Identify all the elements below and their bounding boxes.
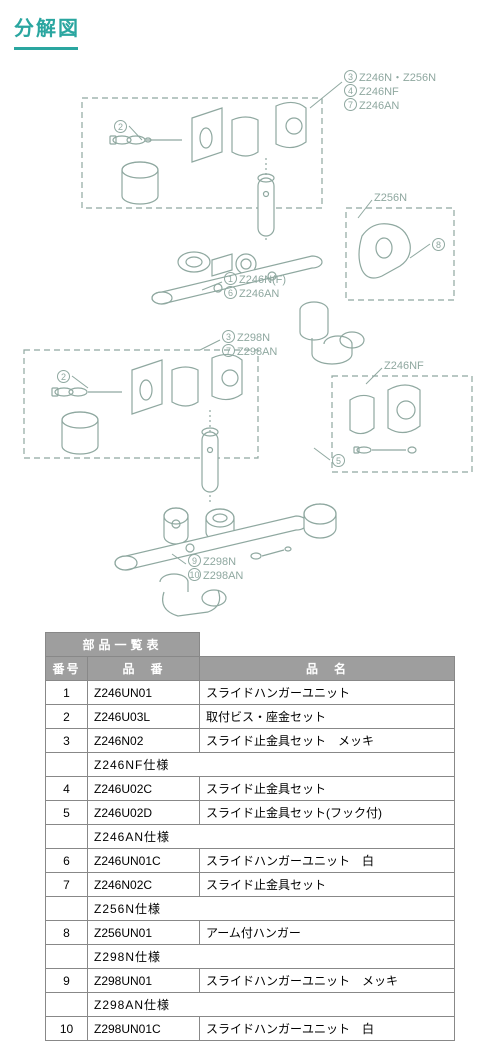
- cell-num: 7: [46, 873, 88, 897]
- callout: 7Z246AN: [344, 98, 399, 113]
- table-row: 7Z246N02Cスライド止金具セット: [46, 873, 455, 897]
- callout: 2: [57, 370, 72, 385]
- table-row: Z246NF仕様: [46, 753, 455, 777]
- table-row: 5Z246U02Dスライド止金具セット(フック付): [46, 801, 455, 825]
- callout-code: Z246AN: [239, 288, 279, 300]
- table-row: Z256N仕様: [46, 897, 455, 921]
- cell-code: Z246UN01C: [88, 849, 200, 873]
- callout-code: Z298AN: [203, 570, 243, 582]
- cell-code: Z246U02C: [88, 777, 200, 801]
- callout: 10Z298AN: [188, 568, 243, 583]
- callout: 3Z246N・Z256N: [344, 70, 436, 85]
- spec-cell: Z256N仕様: [88, 897, 455, 921]
- callout-number: 8: [432, 238, 445, 251]
- cell-name: スライド止金具セット: [200, 873, 455, 897]
- callout-number: 4: [344, 84, 357, 97]
- col-header-code: 品 番: [88, 657, 200, 681]
- cell-name: スライド止金具セット: [200, 777, 455, 801]
- cell-code: Z256UN01: [88, 921, 200, 945]
- callout-number: 1: [224, 272, 237, 285]
- cell-name: スライドハンガーユニット 白: [200, 1017, 455, 1041]
- title-underline: [14, 47, 78, 50]
- table-row: 3Z246N02スライド止金具セット メッキ: [46, 729, 455, 753]
- cell-name: スライド止金具セット(フック付): [200, 801, 455, 825]
- cell-num: 9: [46, 969, 88, 993]
- table-row: 9Z298UN01スライドハンガーユニット メッキ: [46, 969, 455, 993]
- callout: 2: [114, 120, 129, 135]
- callout: 5: [332, 454, 347, 469]
- table-row: Z298AN仕様: [46, 993, 455, 1017]
- callout-number: 10: [188, 568, 201, 581]
- callout-code: Z298N: [237, 332, 270, 344]
- callout: 1Z246N(F): [224, 272, 286, 287]
- callout-number: 2: [57, 370, 70, 383]
- cell-code: Z246N02C: [88, 873, 200, 897]
- table-row: 4Z246U02Cスライド止金具セット: [46, 777, 455, 801]
- spec-cell: Z246AN仕様: [88, 825, 455, 849]
- callout: Z256N: [374, 192, 407, 205]
- page-title: 分解図: [14, 12, 80, 41]
- cell-code: Z246UN01: [88, 681, 200, 705]
- table-row: 6Z246UN01Cスライドハンガーユニット 白: [46, 849, 455, 873]
- cell-num: 5: [46, 801, 88, 825]
- cell-num: 6: [46, 849, 88, 873]
- callout-number: 3: [344, 70, 357, 83]
- table-row: 10Z298UN01Cスライドハンガーユニット 白: [46, 1017, 455, 1041]
- parts-table-wrap: 部品一覧表 番号 品 番 品 名 1Z246UN01スライドハンガーユニット2Z…: [45, 632, 455, 1041]
- callout-code: Z256N: [374, 192, 407, 204]
- callout: 7Z298AN: [222, 344, 277, 359]
- col-header-name: 品 名: [200, 657, 455, 681]
- cell-num: 2: [46, 705, 88, 729]
- cell-name: スライドハンガーユニット 白: [200, 849, 455, 873]
- callout-number: 7: [222, 344, 235, 357]
- cell-num: 4: [46, 777, 88, 801]
- cell-num: 8: [46, 921, 88, 945]
- table-row: Z298N仕様: [46, 945, 455, 969]
- cell-code: Z246N02: [88, 729, 200, 753]
- callout: 3Z298N: [222, 330, 270, 345]
- callout: 9Z298N: [188, 554, 236, 569]
- cell-num: 10: [46, 1017, 88, 1041]
- spec-cell: Z298N仕様: [88, 945, 455, 969]
- callout: 4Z246NF: [344, 84, 399, 99]
- cell-name: アーム付ハンガー: [200, 921, 455, 945]
- col-header-num: 番号: [46, 657, 88, 681]
- callout-number: 7: [344, 98, 357, 111]
- callout-number: 2: [114, 120, 127, 133]
- cell-name: スライドハンガーユニット メッキ: [200, 969, 455, 993]
- table-row: Z246AN仕様: [46, 825, 455, 849]
- callout-number: 9: [188, 554, 201, 567]
- callout-number: 6: [224, 286, 237, 299]
- cell-num: 3: [46, 729, 88, 753]
- callout: Z246NF: [384, 360, 424, 373]
- parts-table: 部品一覧表 番号 品 番 品 名 1Z246UN01スライドハンガーユニット2Z…: [45, 632, 455, 1041]
- exploded-diagram: 3Z246N・Z256N4Z246NF7Z246ANZ256N81Z246N(F…: [14, 62, 486, 622]
- callout-number: 3: [222, 330, 235, 343]
- cell-name: スライド止金具セット メッキ: [200, 729, 455, 753]
- callout: 6Z246AN: [224, 286, 279, 301]
- page-header: 分解図: [14, 12, 486, 41]
- callout-code: Z246NF: [384, 360, 424, 372]
- callout-number: 5: [332, 454, 345, 467]
- callout-code: Z246AN: [359, 100, 399, 112]
- table-row: 8Z256UN01アーム付ハンガー: [46, 921, 455, 945]
- table-title: 部品一覧表: [46, 633, 200, 657]
- table-row: 1Z246UN01スライドハンガーユニット: [46, 681, 455, 705]
- callout-code: Z298AN: [237, 346, 277, 358]
- callout: 8: [432, 238, 447, 253]
- cell-name: スライドハンガーユニット: [200, 681, 455, 705]
- cell-code: Z246U02D: [88, 801, 200, 825]
- cell-code: Z246U03L: [88, 705, 200, 729]
- cell-name: 取付ビス・座金セット: [200, 705, 455, 729]
- callout-code: Z246N・Z256N: [359, 72, 436, 84]
- callout-code: Z246NF: [359, 86, 399, 98]
- callout-code: Z246N(F): [239, 274, 286, 286]
- table-row: 2Z246U03L取付ビス・座金セット: [46, 705, 455, 729]
- callout-code: Z298N: [203, 556, 236, 568]
- cell-code: Z298UN01: [88, 969, 200, 993]
- spec-cell: Z298AN仕様: [88, 993, 455, 1017]
- cell-num: 1: [46, 681, 88, 705]
- spec-cell: Z246NF仕様: [88, 753, 455, 777]
- cell-code: Z298UN01C: [88, 1017, 200, 1041]
